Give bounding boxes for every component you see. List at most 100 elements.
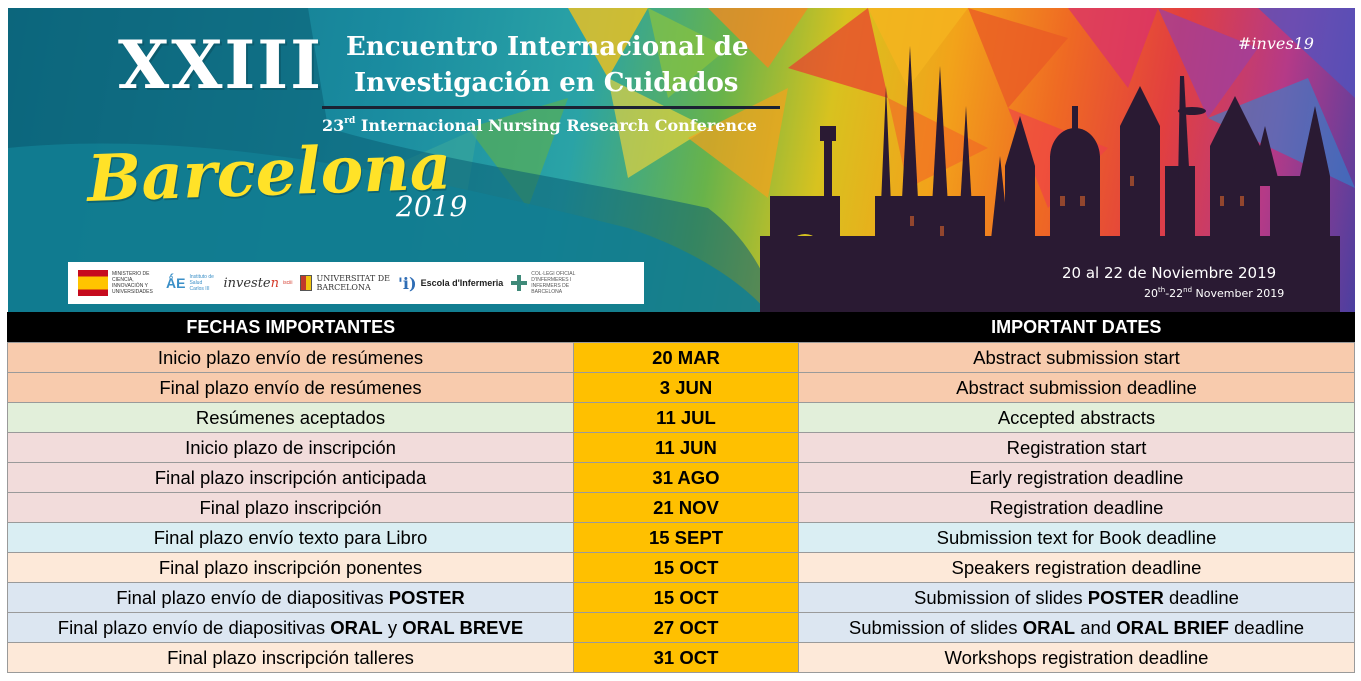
milestone-en: Submission of slides ORAL and ORAL BRIEF… <box>798 612 1355 643</box>
milestone-en: Submission text for Book deadline <box>798 522 1355 553</box>
ministerio-text: MINISTERIO DE CIENCIA, INNOVACIÓN Y UNIV… <box>112 271 153 295</box>
milestone-es-bold: POSTER <box>388 586 465 608</box>
subtitle-ordinal-suffix: rd <box>344 116 356 126</box>
milestone-date: 15 SEPT <box>573 522 799 553</box>
milestone-es-text: Final plazo envío de resúmenes <box>159 376 422 398</box>
ub-text-line1: UNIVERSITAT DE <box>316 274 391 283</box>
subtitle-text: Internacional Nursing Research Conferenc… <box>360 116 757 135</box>
header-date <box>573 312 799 343</box>
col-legi-text: COL·LEGI OFICIAL D'INFERMERES I INFERMER… <box>531 271 576 295</box>
milestone-es: Final plazo inscripción anticipada <box>7 462 574 493</box>
table-row: Inicio plazo de inscripción 11 JUN Registr… <box>7 432 1355 463</box>
milestone-en-bold2: ORAL BRIEF <box>1116 616 1229 638</box>
table-row: Final plazo envío de resúmenes 3 JUN Abstr… <box>7 372 1355 403</box>
table-header-row: FECHAS IMPORTANTES IMPORTANT DATES <box>7 312 1355 343</box>
logo-escola-infermeria: 'i) Escola d'Infermeria <box>398 266 503 300</box>
date-end-suffix: nd <box>1183 286 1193 294</box>
title-divider <box>322 106 780 109</box>
milestone-es: Inicio plazo de inscripción <box>7 432 574 463</box>
date-end-day: -22 <box>1165 287 1184 300</box>
logo-col-legi: COL·LEGI OFICIAL D'INFERMERES I INFERMER… <box>511 266 591 300</box>
milestone-date: 11 JUL <box>573 402 799 433</box>
milestone-en-text: Abstract submission start <box>973 346 1180 368</box>
milestone-es-text: Resúmenes aceptados <box>195 406 386 428</box>
milestone-en-text: Accepted abstracts <box>997 406 1156 428</box>
milestone-es-text: Final plazo inscripción <box>199 496 382 518</box>
investen-text-b: n <box>270 275 279 291</box>
date-start-day: 20 <box>1144 287 1158 300</box>
milestone-date: 21 NOV <box>573 492 799 523</box>
milestone-es-text: Final plazo envío de diapositivas <box>116 586 389 608</box>
ub-text: UNIVERSITAT DE BARCELONA <box>316 274 390 292</box>
milestone-en-text: Submission of slides <box>914 586 1088 608</box>
milestone-en-text: Abstract submission deadline <box>956 376 1197 398</box>
milestone-date: 15 OCT <box>573 582 799 613</box>
milestone-date: 15 OCT <box>573 552 799 583</box>
milestone-en: Early registration deadline <box>798 462 1355 493</box>
milestone-en-text: Registration start <box>1006 436 1147 458</box>
milestone-es: Inicio plazo envío de resúmenes <box>7 342 574 373</box>
milestone-es-bold: ORAL <box>330 616 383 638</box>
table-body: Inicio plazo envío de resúmenes 20 MAR Abs… <box>7 342 1355 673</box>
milestone-es-text: Final plazo inscripción talleres <box>167 646 414 668</box>
logo-universitat-barcelona: UNIVERSITAT DE BARCELONA <box>300 266 390 300</box>
date-month-year: November 2019 <box>1192 287 1285 300</box>
milestone-en: Accepted abstracts <box>798 402 1355 433</box>
ub-text-line2: BARCELONA <box>316 283 371 292</box>
milestone-en: Registration deadline <box>798 492 1355 523</box>
milestone-es-text: Inicio plazo envío de resúmenes <box>157 346 424 368</box>
spain-flag-icon <box>78 270 108 296</box>
investen-text-a: investe <box>223 275 271 291</box>
milestone-date: 31 OCT <box>573 642 799 673</box>
milestone-en-bold: ORAL <box>1022 616 1076 638</box>
table-row: Final plazo inscripción talleres 31 OCT Wo… <box>7 642 1355 673</box>
milestone-en: Submission of slides POSTER deadline <box>798 582 1355 613</box>
milestone-en-bold: POSTER <box>1087 586 1164 608</box>
event-dates-english: 20th-22nd November 2019 <box>1144 286 1284 300</box>
milestone-es: Final plazo envío de resúmenes <box>7 372 574 403</box>
milestone-en-tail: deadline <box>1163 586 1239 608</box>
milestone-en: Speakers registration deadline <box>798 552 1355 583</box>
milestone-date: 3 JUN <box>573 372 799 403</box>
milestone-es: Final plazo envío de diapositivas POSTER <box>7 582 574 613</box>
milestone-es-text: Inicio plazo de inscripción <box>185 436 396 458</box>
edition-number: XXIII <box>118 26 324 104</box>
milestone-es-text: Final plazo inscripción ponentes <box>158 556 423 578</box>
milestone-es: Final plazo envío texto para Libro <box>7 522 574 553</box>
table-row: Final plazo inscripción anticipada 31 AGO… <box>7 462 1355 493</box>
table-row: Final plazo envío texto para Libro 15 SEP… <box>7 522 1355 553</box>
important-dates-table: FECHAS IMPORTANTES IMPORTANT DATES Inici… <box>7 312 1355 673</box>
milestone-en-tail: deadline <box>1228 616 1305 638</box>
conference-title-line1: Encuentro Internacional de <box>346 32 749 62</box>
milestone-date: 11 JUN <box>573 432 799 463</box>
table-row: Resúmenes aceptados 11 JUL Accepted abstra… <box>7 402 1355 433</box>
ub-shield-icon <box>300 275 313 291</box>
milestone-es-text: Final plazo inscripción anticipada <box>154 466 427 488</box>
header-english: IMPORTANT DATES <box>798 312 1355 343</box>
conference-subtitle: 23rd Internacional Nursing Research Conf… <box>322 116 757 135</box>
table-row: Final plazo inscripción 21 NOV Registratio… <box>7 492 1355 523</box>
isciii-text: Instituto de Salud Carlos III <box>189 274 214 292</box>
subtitle-ordinal: 23 <box>322 116 345 135</box>
milestone-es-bold2: ORAL BREVE <box>402 616 524 638</box>
milestone-es: Final plazo envío de diapositivas ORAL y… <box>7 612 574 643</box>
conference-title-line2: Investigación en Cuidados <box>354 68 739 98</box>
header-spanish: FECHAS IMPORTANTES <box>7 312 574 343</box>
milestone-en: Registration start <box>798 432 1355 463</box>
milestone-en: Abstract submission deadline <box>798 372 1355 403</box>
date-start-suffix: th <box>1158 286 1166 294</box>
cross-icon <box>511 275 528 291</box>
milestone-en-text: Submission of slides <box>848 616 1023 638</box>
milestone-es-mid: y <box>382 616 403 638</box>
milestone-es: Final plazo inscripción <box>7 492 574 523</box>
logo-investen: investen isciii <box>223 266 292 300</box>
milestone-date: 27 OCT <box>573 612 799 643</box>
table-row: Final plazo envío de diapositivas POSTER… <box>7 582 1355 613</box>
milestone-es-text: Final plazo envío de diapositivas <box>57 616 331 638</box>
logo-ministerio: MINISTERIO DE CIENCIA, INNOVACIÓN Y UNIV… <box>78 266 158 300</box>
milestone-es: Resúmenes aceptados <box>7 402 574 433</box>
hashtag: #inves19 <box>1238 34 1314 53</box>
event-year: 2019 <box>396 190 468 223</box>
table-row: Inicio plazo envío de resúmenes 20 MAR Abs… <box>7 342 1355 373</box>
milestone-es: Final plazo inscripción talleres <box>7 642 574 673</box>
